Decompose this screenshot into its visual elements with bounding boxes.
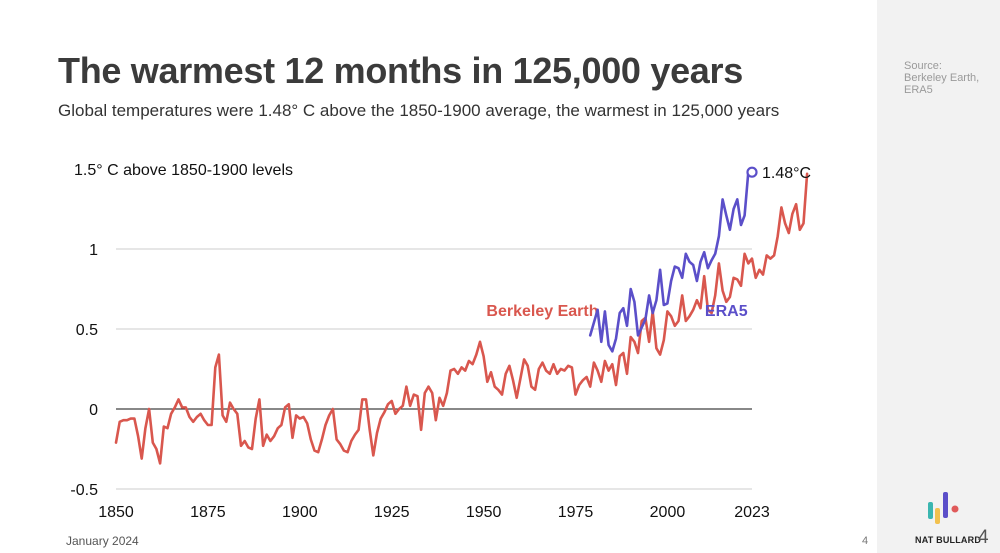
y-axis-top-label: 1.5° C above 1850-1900 levels bbox=[74, 162, 293, 179]
brand-logo-icon bbox=[928, 492, 959, 524]
source-line: Source: bbox=[904, 60, 942, 72]
x-tick-label: 1875 bbox=[190, 504, 226, 521]
annotation-marker bbox=[746, 166, 758, 178]
logo-bar-purple bbox=[943, 492, 948, 518]
x-tick-label: 1900 bbox=[282, 504, 318, 521]
sidebar-panel bbox=[877, 0, 1000, 553]
x-tick-label: 2023 bbox=[734, 504, 770, 521]
chart-subtitle: Global temperatures were 1.48° C above t… bbox=[58, 101, 780, 120]
y-tick-label: 1 bbox=[89, 242, 98, 259]
logo-bar-teal bbox=[928, 502, 933, 519]
annotation-label: 1.48°C bbox=[762, 165, 811, 182]
x-tick-label: 1975 bbox=[558, 504, 594, 521]
x-tick-label: 1850 bbox=[98, 504, 134, 521]
y-tick-label: 0 bbox=[89, 402, 98, 419]
source-line: ERA5 bbox=[904, 84, 933, 96]
footer-page-number: 4 bbox=[862, 535, 869, 547]
series-line-berkeley-earth bbox=[114, 172, 809, 465]
chart-title: The warmest 12 months in 125,000 years bbox=[58, 50, 743, 91]
footer-date: January 2024 bbox=[66, 534, 139, 548]
logo-bar-yellow bbox=[935, 508, 940, 524]
source-note: Source: Berkeley Earth, ERA5 bbox=[904, 60, 996, 96]
x-tick-label: 1950 bbox=[466, 504, 502, 521]
y-tick-label: 0.5 bbox=[76, 322, 98, 339]
x-tick-label: 2000 bbox=[650, 504, 686, 521]
series-line-era5 bbox=[588, 170, 750, 353]
temperature-chart: -0.5 0 0.5 1 1.5° C above 1850-1900 levels 18… bbox=[70, 162, 811, 521]
series-label-era5: ERA5 bbox=[705, 303, 748, 320]
x-tick-label: 1925 bbox=[374, 504, 410, 521]
source-line: Berkeley Earth, bbox=[904, 72, 980, 84]
y-tick-label: -0.5 bbox=[70, 482, 98, 499]
brand-name: NAT BULLARD bbox=[915, 535, 982, 545]
logo-dot-red bbox=[951, 505, 959, 513]
series-label-berkeley-earth: Berkeley Earth bbox=[486, 303, 598, 320]
brand-page-number: 4 bbox=[978, 527, 989, 548]
